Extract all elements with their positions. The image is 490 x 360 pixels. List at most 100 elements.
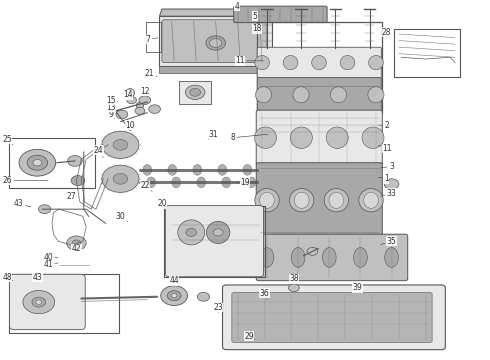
- Text: 4: 4: [234, 2, 239, 11]
- Ellipse shape: [354, 248, 368, 267]
- Ellipse shape: [193, 165, 202, 175]
- Ellipse shape: [322, 248, 336, 267]
- Ellipse shape: [206, 221, 230, 243]
- Text: 2: 2: [378, 121, 389, 130]
- Ellipse shape: [71, 176, 85, 186]
- Ellipse shape: [186, 229, 196, 237]
- Ellipse shape: [23, 291, 55, 314]
- Ellipse shape: [291, 127, 312, 148]
- Text: 1: 1: [378, 174, 389, 183]
- Ellipse shape: [330, 87, 346, 103]
- Ellipse shape: [283, 55, 298, 70]
- Ellipse shape: [294, 192, 309, 208]
- Ellipse shape: [139, 96, 151, 104]
- Bar: [179, 81, 211, 104]
- Ellipse shape: [222, 177, 231, 188]
- Text: 44: 44: [169, 276, 179, 286]
- Text: 28: 28: [382, 28, 392, 37]
- Ellipse shape: [197, 177, 206, 188]
- Text: 7: 7: [146, 35, 158, 44]
- Ellipse shape: [135, 107, 145, 114]
- Ellipse shape: [324, 189, 348, 212]
- Text: 38: 38: [289, 274, 299, 284]
- Text: 8: 8: [230, 133, 268, 142]
- Polygon shape: [159, 9, 279, 16]
- Ellipse shape: [39, 205, 51, 213]
- Ellipse shape: [260, 192, 274, 208]
- Text: 10: 10: [125, 121, 135, 131]
- Ellipse shape: [167, 291, 181, 301]
- Ellipse shape: [136, 102, 144, 109]
- Text: 33: 33: [381, 189, 396, 198]
- Bar: [9, 138, 95, 188]
- Text: 20: 20: [157, 199, 167, 208]
- Text: 39: 39: [352, 283, 362, 292]
- Bar: [164, 206, 265, 277]
- Text: 3: 3: [381, 162, 394, 171]
- Ellipse shape: [307, 247, 318, 255]
- Ellipse shape: [126, 89, 135, 98]
- FancyBboxPatch shape: [257, 47, 381, 78]
- Ellipse shape: [291, 248, 305, 267]
- Ellipse shape: [218, 165, 227, 175]
- Text: 42: 42: [72, 244, 81, 253]
- Ellipse shape: [254, 127, 276, 148]
- Ellipse shape: [260, 248, 274, 267]
- Text: 30: 30: [116, 212, 128, 222]
- Text: 22: 22: [140, 181, 152, 191]
- Text: 27: 27: [67, 192, 76, 201]
- FancyBboxPatch shape: [232, 292, 432, 342]
- Ellipse shape: [190, 88, 200, 96]
- Text: 21: 21: [145, 69, 157, 78]
- FancyBboxPatch shape: [222, 285, 445, 350]
- FancyBboxPatch shape: [162, 20, 267, 63]
- FancyBboxPatch shape: [9, 274, 85, 330]
- FancyBboxPatch shape: [256, 163, 382, 238]
- Ellipse shape: [147, 177, 156, 188]
- Ellipse shape: [255, 87, 271, 103]
- Ellipse shape: [172, 177, 181, 188]
- Text: 25: 25: [2, 135, 13, 145]
- Ellipse shape: [161, 286, 188, 306]
- Ellipse shape: [385, 248, 398, 267]
- Ellipse shape: [19, 149, 56, 176]
- Ellipse shape: [72, 240, 81, 246]
- Ellipse shape: [32, 297, 46, 307]
- Ellipse shape: [326, 127, 348, 148]
- Text: 31: 31: [208, 130, 218, 139]
- Text: 9: 9: [108, 110, 115, 119]
- Ellipse shape: [116, 110, 128, 119]
- Text: 13: 13: [106, 103, 118, 112]
- Ellipse shape: [113, 174, 128, 184]
- Text: 41: 41: [43, 260, 58, 269]
- Ellipse shape: [364, 192, 378, 208]
- Ellipse shape: [171, 293, 177, 298]
- Ellipse shape: [359, 189, 383, 212]
- Bar: [394, 29, 460, 77]
- Ellipse shape: [67, 236, 86, 250]
- Ellipse shape: [384, 179, 399, 189]
- Text: 24: 24: [94, 146, 103, 157]
- Text: 26: 26: [2, 176, 48, 185]
- FancyBboxPatch shape: [165, 206, 264, 277]
- Ellipse shape: [289, 284, 299, 292]
- Ellipse shape: [113, 139, 128, 150]
- Ellipse shape: [68, 156, 82, 166]
- Ellipse shape: [185, 85, 205, 99]
- Bar: [9, 274, 120, 333]
- Text: 36: 36: [260, 289, 270, 298]
- Text: 40: 40: [43, 253, 58, 262]
- Ellipse shape: [290, 189, 314, 212]
- Text: 19: 19: [237, 178, 250, 187]
- Ellipse shape: [178, 220, 205, 245]
- Text: 23: 23: [213, 303, 223, 313]
- Bar: [257, 22, 382, 113]
- Ellipse shape: [255, 55, 270, 70]
- FancyBboxPatch shape: [256, 234, 408, 281]
- Ellipse shape: [127, 96, 137, 104]
- FancyBboxPatch shape: [256, 110, 382, 166]
- Ellipse shape: [102, 131, 139, 158]
- Ellipse shape: [143, 165, 152, 175]
- Text: 43: 43: [32, 273, 42, 282]
- Ellipse shape: [247, 177, 256, 188]
